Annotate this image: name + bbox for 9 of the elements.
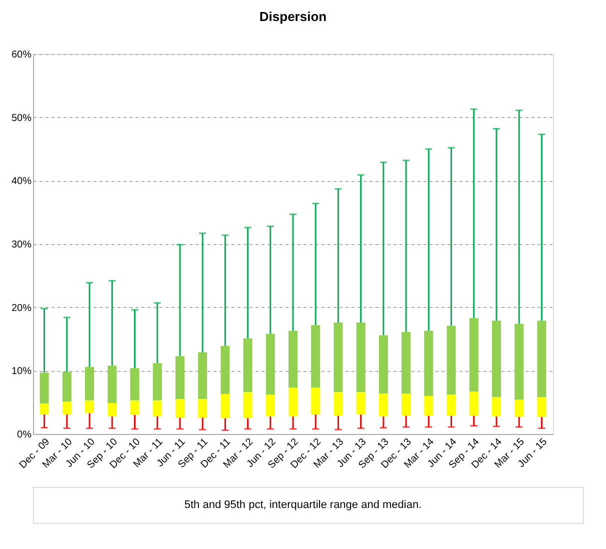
y-tick-label: 50%: [11, 112, 32, 124]
y-tick-label: 30%: [11, 240, 32, 250]
y-tick-label: 0%: [17, 430, 32, 440]
y-tick-label: 10%: [11, 366, 32, 378]
y-tick-label: 20%: [11, 302, 32, 314]
y-tick-label: 40%: [11, 176, 32, 188]
chart-title: Dispersion: [259, 9, 327, 24]
y-tick-label: 60%: [11, 50, 32, 60]
text: 5th and 95th pct, interquartile range and median.: [184, 499, 422, 511]
